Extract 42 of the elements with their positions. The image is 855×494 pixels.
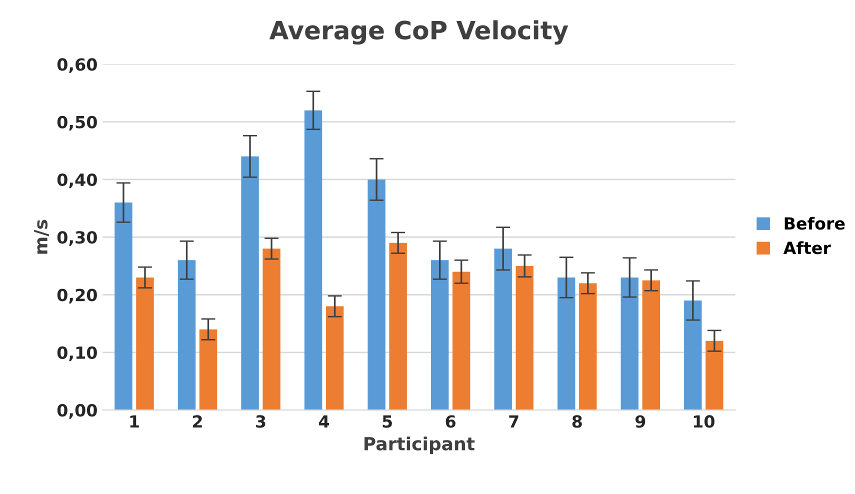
legend-label: Before bbox=[784, 216, 845, 230]
y-tick-label: 0,00 bbox=[57, 404, 97, 419]
y-tick-label: 0,20 bbox=[57, 288, 97, 304]
bar bbox=[516, 266, 534, 410]
x-tick-label: 5 bbox=[382, 415, 392, 428]
bar bbox=[452, 272, 470, 410]
bar bbox=[136, 277, 154, 410]
bar bbox=[579, 283, 597, 410]
x-tick-label: 4 bbox=[318, 415, 330, 428]
y-tick-label: 0,10 bbox=[57, 346, 97, 362]
x-tick-label: 6 bbox=[446, 415, 456, 428]
y-tick-label: 0,60 bbox=[57, 58, 97, 73]
bar bbox=[326, 306, 344, 410]
bar bbox=[114, 202, 132, 410]
bar bbox=[389, 242, 407, 410]
bar bbox=[642, 280, 660, 410]
bar bbox=[304, 110, 322, 410]
chart-title: Average CoP Velocity bbox=[269, 20, 568, 45]
x-tick-label: 9 bbox=[635, 415, 646, 428]
bar bbox=[368, 179, 386, 410]
bar bbox=[684, 300, 702, 410]
bar bbox=[620, 277, 638, 410]
x-tick-label: 1 bbox=[130, 415, 139, 428]
y-axis-title: m/s bbox=[34, 220, 49, 254]
y-tick-label: 0,40 bbox=[57, 173, 97, 188]
legend-label: After bbox=[783, 241, 831, 254]
bar bbox=[199, 329, 218, 410]
y-tick-label: 0,30 bbox=[57, 231, 97, 246]
bar bbox=[706, 340, 724, 410]
bar bbox=[178, 260, 196, 410]
x-tick-label: 10 bbox=[694, 415, 714, 428]
x-tick-label: 8 bbox=[572, 415, 582, 428]
bar bbox=[558, 277, 576, 410]
bar bbox=[494, 248, 512, 410]
bar bbox=[262, 248, 280, 410]
y-tick-label: 0,50 bbox=[57, 116, 97, 131]
x-axis-title: Participant bbox=[364, 436, 475, 454]
x-tick-label: 7 bbox=[509, 415, 518, 428]
bar bbox=[241, 156, 259, 410]
bar bbox=[430, 260, 449, 410]
x-tick-label: 2 bbox=[193, 415, 202, 428]
x-tick-label: 3 bbox=[256, 415, 266, 428]
